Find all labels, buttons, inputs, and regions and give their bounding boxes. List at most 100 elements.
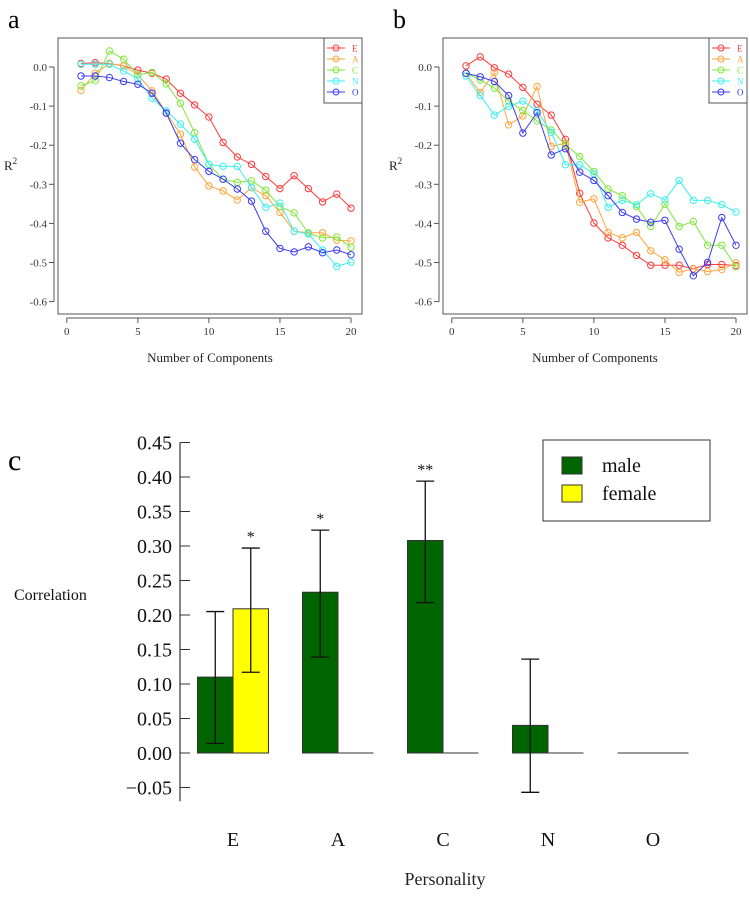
y-axis-label-base: R bbox=[389, 158, 398, 173]
y-tick-label: -0.1 bbox=[415, 101, 432, 113]
data-point bbox=[318, 234, 327, 242]
data-point bbox=[462, 69, 470, 77]
data-point bbox=[718, 265, 726, 274]
data-point bbox=[575, 189, 584, 197]
data-point bbox=[134, 66, 142, 74]
y-tick-label: -0.5 bbox=[30, 258, 48, 270]
data-point bbox=[647, 222, 655, 231]
data-point bbox=[190, 135, 199, 144]
series-E bbox=[77, 58, 355, 212]
x-tick-label: N bbox=[541, 829, 555, 851]
data-point bbox=[304, 243, 313, 251]
data-point bbox=[490, 64, 499, 72]
significance-marker: * bbox=[247, 529, 255, 546]
x-tick-label: 20 bbox=[731, 326, 743, 338]
x-tick-label: 20 bbox=[346, 326, 358, 338]
data-point bbox=[91, 60, 99, 68]
x-axis-label: Personality bbox=[405, 869, 486, 889]
legend-marker bbox=[332, 55, 340, 63]
legend-marker bbox=[717, 55, 725, 63]
y-tick-label: 0.20 bbox=[137, 605, 172, 627]
data-point bbox=[519, 129, 527, 137]
data-point bbox=[134, 80, 142, 88]
y-tick-label: 0.00 bbox=[137, 743, 172, 765]
legend: male female bbox=[542, 439, 711, 522]
series-line bbox=[465, 56, 737, 270]
data-point bbox=[205, 160, 213, 169]
data-point bbox=[333, 233, 341, 241]
legend-marker bbox=[717, 44, 725, 52]
data-point bbox=[590, 195, 598, 203]
series-C bbox=[462, 69, 740, 271]
y-axis-label: R2 bbox=[4, 156, 17, 173]
data-point bbox=[590, 219, 598, 227]
y-tick-label: -0.3 bbox=[30, 179, 48, 191]
y-tick-label: 0.30 bbox=[137, 536, 172, 558]
y-axis-label: R2 bbox=[389, 156, 402, 173]
data-point bbox=[119, 55, 128, 63]
data-point bbox=[262, 191, 270, 200]
y-tick-label: -0.5 bbox=[415, 258, 433, 270]
series-line bbox=[81, 63, 352, 267]
data-point bbox=[347, 250, 355, 259]
panel-b: b 0 5 10 15 20 0.0 -0.1 -0.2 -0.3 -0.4 -0.5 -0.6 R2 Nu… bbox=[389, 5, 748, 365]
panel-c: c 0.45 0.40 0.35 0.30 0.25 0.20 0.15 0.10 0.05 0.0… bbox=[8, 433, 711, 889]
data-point bbox=[219, 175, 227, 183]
data-point bbox=[604, 228, 612, 237]
data-point bbox=[233, 185, 242, 193]
y-tick-label: −0.05 bbox=[126, 778, 172, 800]
data-point bbox=[718, 260, 726, 269]
data-point bbox=[462, 62, 470, 70]
data-point bbox=[176, 89, 185, 97]
data-point bbox=[262, 172, 270, 181]
data-point bbox=[262, 186, 270, 194]
data-point bbox=[575, 161, 584, 169]
data-point bbox=[476, 53, 484, 61]
data-point bbox=[490, 111, 499, 119]
y-tick-label: -0.2 bbox=[30, 140, 47, 152]
data-point bbox=[490, 68, 499, 77]
y-axis-label-base: R bbox=[4, 158, 13, 173]
data-point bbox=[533, 82, 541, 91]
data-point bbox=[276, 199, 284, 207]
data-point bbox=[675, 245, 683, 253]
data-point bbox=[547, 128, 555, 136]
legend-label: female bbox=[602, 483, 657, 505]
data-point bbox=[647, 247, 655, 255]
data-point bbox=[675, 261, 683, 269]
y-tick-label: 0.10 bbox=[137, 674, 172, 696]
y-tick-label: -0.4 bbox=[415, 218, 433, 230]
y-tick-label: -0.3 bbox=[415, 179, 433, 191]
data-point bbox=[675, 176, 683, 185]
x-tick-label: 15 bbox=[274, 326, 286, 338]
data-point bbox=[632, 215, 641, 223]
data-point bbox=[732, 263, 740, 271]
x-tick-label: 5 bbox=[520, 326, 526, 338]
legend-box bbox=[542, 439, 711, 522]
data-point bbox=[290, 227, 298, 235]
data-point bbox=[732, 208, 740, 216]
data-point bbox=[533, 109, 541, 117]
y-tick-label: 0.35 bbox=[137, 502, 172, 524]
y-tick-label: 0.15 bbox=[137, 640, 172, 662]
data-point bbox=[689, 196, 698, 205]
data-point bbox=[718, 213, 726, 222]
x-tick-label: 10 bbox=[588, 326, 600, 338]
data-point bbox=[519, 106, 527, 115]
data-point bbox=[148, 89, 156, 97]
x-tick-label: E bbox=[227, 829, 239, 851]
bar-male-A: * bbox=[302, 511, 339, 754]
data-point bbox=[148, 68, 156, 77]
data-point bbox=[119, 77, 128, 86]
data-point bbox=[176, 120, 185, 128]
data-point bbox=[205, 182, 213, 190]
bar-female-E: * bbox=[232, 529, 269, 754]
data-point bbox=[661, 200, 669, 208]
data-point bbox=[547, 151, 555, 159]
data-point bbox=[618, 196, 627, 205]
data-point bbox=[190, 101, 199, 109]
data-point bbox=[718, 241, 726, 249]
data-point bbox=[561, 135, 570, 144]
data-point bbox=[162, 80, 170, 88]
data-point bbox=[176, 130, 185, 138]
